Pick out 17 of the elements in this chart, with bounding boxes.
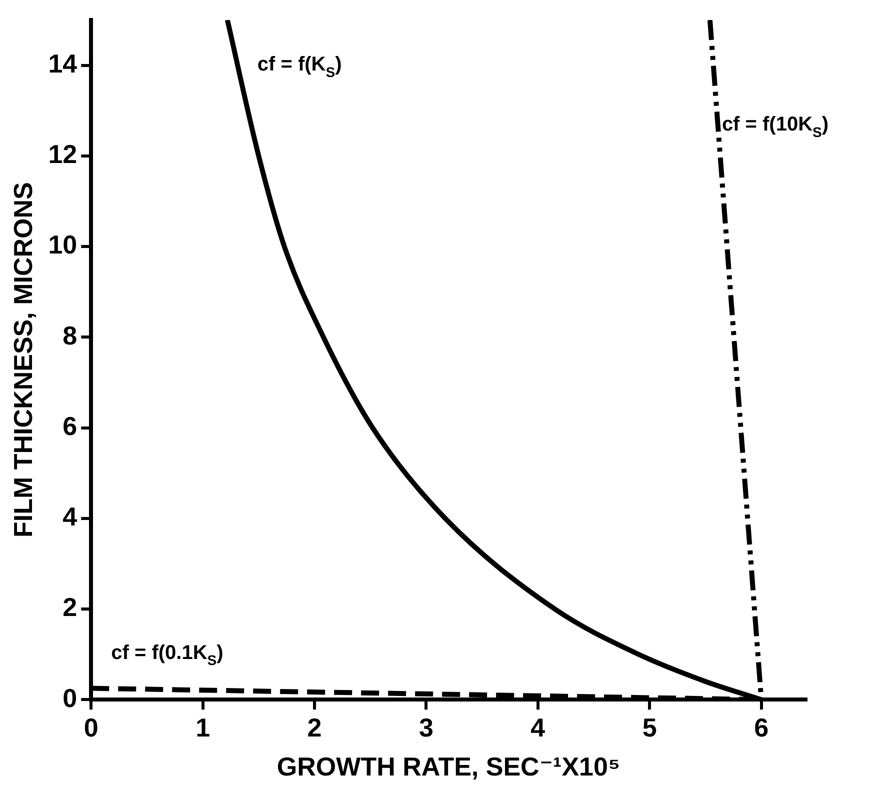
y-tick-label: 4	[62, 502, 78, 532]
x-tick-label: 5	[642, 712, 657, 742]
y-tick-label: 6	[62, 410, 78, 441]
x-tick-label: 0	[84, 712, 98, 742]
y-tick-label: 12	[48, 139, 78, 170]
y-tick-label: 10	[48, 230, 78, 260]
x-tick-label: 3	[418, 712, 434, 742]
x-tick-label: 6	[754, 712, 769, 742]
x-tick-label: 4	[530, 712, 546, 742]
y-tick-label: 8	[62, 320, 78, 350]
x-tick-label: 1	[196, 712, 210, 742]
y-axis-title: FILM THICKNESS, MICRONS	[8, 182, 38, 538]
x-axis-title: GROWTH RATE, SEC⁻¹X10⁵	[276, 752, 620, 782]
y-tick-label: 2	[62, 592, 78, 622]
y-tick-label: 0	[62, 682, 78, 713]
x-tick-label: 2	[307, 712, 322, 742]
y-tick-label: 14	[48, 48, 78, 78]
